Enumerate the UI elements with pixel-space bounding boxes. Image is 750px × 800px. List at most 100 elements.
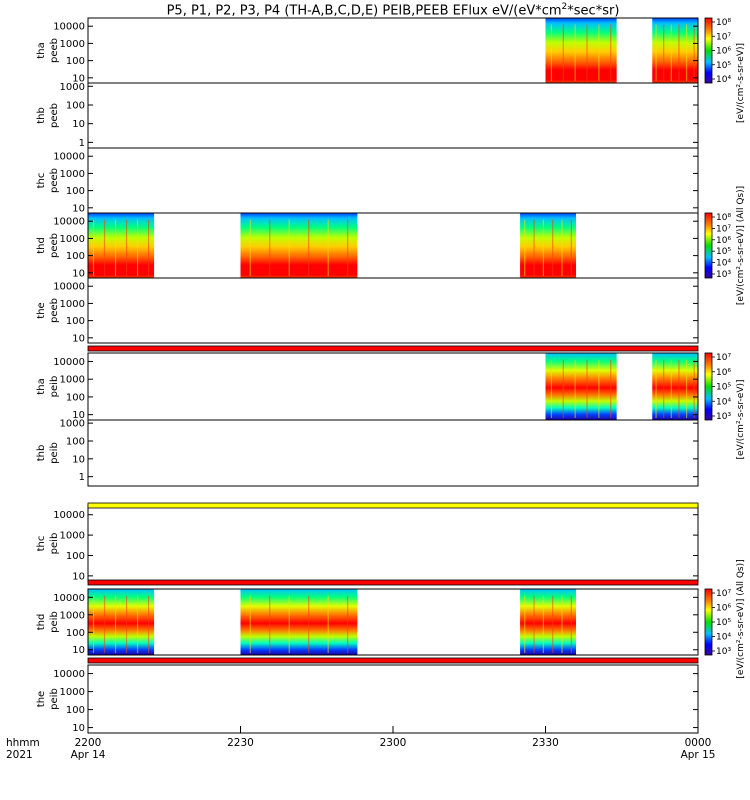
colorbar: 10⁸ 10⁷ 10⁶ 10⁵ 10⁴: [704, 17, 731, 85]
colorbar-tick-label: 10⁵: [716, 383, 731, 393]
y-tick-label: 10: [72, 73, 85, 84]
panel-probe-label: thb: [36, 107, 47, 124]
panel-product-label: peib: [49, 611, 60, 633]
y-tick-label: 10: [72, 723, 85, 734]
flag-bar: [87, 502, 699, 509]
y-tick-label: 10000: [53, 22, 85, 33]
colorbar-tick-label: 10⁸: [716, 18, 731, 28]
panel-frame: [87, 82, 699, 149]
panel-thc-peib: 10000 1000 100 10 thc peib: [36, 504, 699, 583]
y-tick-label: 1000: [60, 299, 85, 310]
spectrogram-block: [545, 18, 617, 83]
panel-thc-peeb: 10000 1000 100 10 thc peeb: [36, 147, 699, 214]
colorbar-tick-label: 10³: [716, 647, 731, 657]
colorbar-tick-label: 10³: [716, 412, 731, 422]
y-tick-label: 100: [66, 436, 85, 447]
y-tick-label: 1: [79, 138, 85, 149]
y-tick-label: 10: [72, 454, 85, 465]
y-tick-label: 1000: [60, 234, 85, 245]
colorbar-unit-label: [eV/(cm²-s-sr-eV)] (All Qs)]: [736, 559, 746, 678]
colorbar-scale: [704, 588, 713, 656]
x-axis-row-label: hhmm: [6, 737, 40, 749]
colorbar-tick-label: 10⁷: [716, 589, 731, 599]
colorbar-tick-label: 10⁶: [716, 236, 731, 246]
panel-product-label: peeb: [49, 38, 60, 63]
panel-probe-label: the: [36, 691, 47, 707]
x-tick-label: 2300: [380, 737, 407, 749]
y-tick-label: 10: [72, 268, 85, 279]
x-tick-label: 0000: [685, 737, 712, 749]
panel-frame: [87, 147, 699, 214]
y-tick-label: 1000: [60, 419, 85, 430]
panel-product-label: peib: [49, 533, 60, 555]
flag-bar: [87, 345, 699, 352]
y-tick-label: 10: [72, 119, 85, 130]
y-tick-label: 100: [66, 251, 85, 262]
colorbar-tick-label: 10⁷: [716, 224, 731, 234]
panel-product-label: peeb: [49, 233, 60, 258]
chart-title: P5, P1, P2, P3, P4 (TH-A,B,C,D,E) PEIB,P…: [166, 2, 620, 19]
y-tick-label: 100: [66, 186, 85, 197]
spectrogram-block: [520, 213, 576, 278]
spectrogram-block: [652, 353, 698, 420]
colorbar-scale: [704, 17, 713, 84]
colorbar-unit-label: [eV/(cm²-s-sr-eV)]: [736, 379, 746, 459]
panel-product-label: peeb: [49, 103, 60, 128]
panel-probe-label: thc: [36, 173, 47, 189]
y-tick-label: 100: [66, 705, 85, 716]
spectrogram-block: [545, 353, 617, 420]
y-tick-label: 10000: [53, 282, 85, 293]
y-tick-label: 1000: [60, 39, 85, 50]
colorbar-scale: [704, 352, 713, 421]
panel-probe-label: thc: [36, 536, 47, 552]
y-tick-label: 10: [72, 645, 85, 656]
colorbar-tick-label: 10⁶: [716, 604, 731, 614]
colorbar-tick-label: 10⁴: [716, 633, 731, 643]
colorbar-tick-label: 10⁴: [716, 259, 731, 269]
panel-product-label: peeb: [49, 168, 60, 193]
y-tick-label: 10000: [53, 669, 85, 680]
x-tick-label: 2330: [532, 737, 559, 749]
panel-tha-peib: 10000 1000 100 10 tha peib: [36, 352, 699, 421]
y-tick-label: 100: [66, 392, 85, 403]
spectrogram-block: [88, 213, 155, 278]
panel-product-label: peib: [49, 688, 60, 710]
flag-bar: [87, 579, 699, 586]
colorbar-tick-label: 10⁶: [716, 368, 731, 378]
panel-frame: [87, 419, 699, 487]
colorbar-tick-label: 10³: [716, 270, 731, 280]
colorbar-tick-label: 10⁶: [716, 47, 731, 57]
y-tick-label: 1000: [60, 610, 85, 621]
colorbar-tick-label: 10⁵: [716, 247, 731, 257]
spectrogram-block: [240, 213, 358, 278]
colorbar-unit-label: [eV/(cm²-s-sr-eV)] (All Qs)]: [736, 186, 746, 305]
x-axis-row-label: 2021: [6, 749, 33, 761]
panel-probe-label: thb: [36, 445, 47, 462]
spectrogram-block: [520, 589, 576, 655]
y-tick-label: 100: [66, 316, 85, 327]
panel-the-peeb: 10000 1000 100 10 the peeb: [36, 277, 699, 344]
panel-frame: [87, 588, 699, 656]
colorbar-tick-label: 10⁷: [716, 353, 731, 363]
y-tick-label: 100: [66, 628, 85, 639]
y-tick-label: 10000: [53, 510, 85, 521]
panel-frame: [87, 664, 699, 734]
panel-thb-peib: 1000 100 10 1 thb peib: [36, 419, 699, 487]
x-tick-date: Apr 14: [71, 749, 106, 761]
y-tick-label: 100: [66, 551, 85, 562]
y-tick-label: 1000: [60, 375, 85, 386]
y-tick-label: 1: [79, 472, 85, 483]
colorbar-tick-label: 10⁵: [716, 618, 731, 628]
y-tick-label: 100: [66, 100, 85, 111]
colorbar: 10⁷ 10⁶ 10⁵ 10⁴ 10³: [704, 352, 731, 422]
colorbar-unit-label: [eV/(cm²-s-sr-eV)]: [736, 43, 746, 123]
colorbar-tick-label: 10⁵: [716, 61, 731, 71]
y-tick-label: 1000: [60, 687, 85, 698]
spectrogram-block: [652, 18, 698, 83]
panel-product-label: peib: [49, 376, 60, 398]
x-tick-label: 2230: [227, 737, 254, 749]
y-tick-label: 1000: [60, 82, 85, 93]
panel-probe-label: tha: [36, 378, 47, 394]
